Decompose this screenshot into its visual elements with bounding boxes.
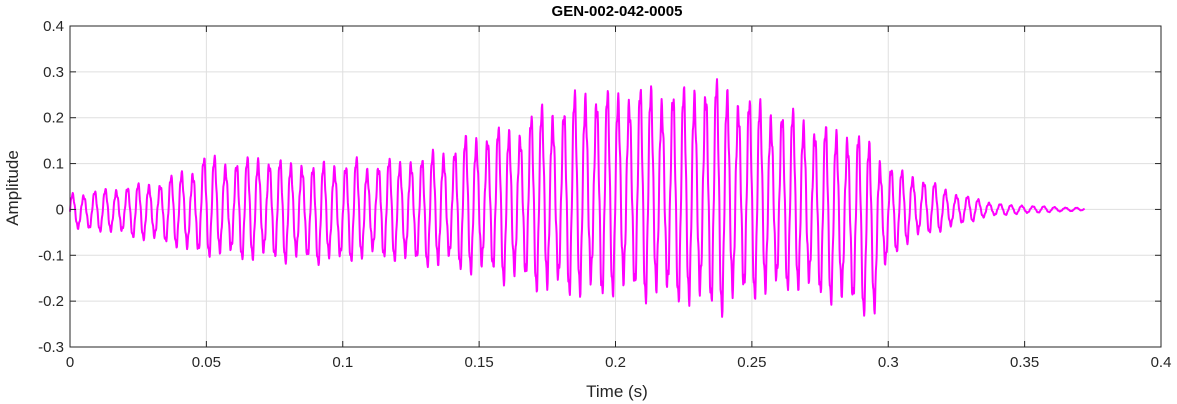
series-line (69, 78, 1086, 318)
y-tick-label: 0.4 (43, 18, 64, 35)
plot-area (69, 78, 1086, 318)
y-tick-label: 0.1 (43, 156, 64, 173)
axes (69, 25, 1162, 348)
y-tick-label: -0.3 (38, 339, 64, 356)
x-axis-label: Time (s) (586, 382, 648, 401)
x-tick-label: 0.1 (332, 354, 353, 371)
y-tick-label: 0.3 (43, 64, 64, 81)
chart-title: GEN-002-042-0005 (552, 3, 683, 20)
x-tick-label: 0.4 (1151, 354, 1172, 371)
y-tick-label: -0.2 (38, 293, 64, 310)
x-tick-label: 0.15 (465, 354, 494, 371)
y-tick-label: 0.2 (43, 110, 64, 127)
x-tick-label: 0.35 (1010, 354, 1039, 371)
x-tick-label: 0.2 (605, 354, 626, 371)
x-tick-label: 0.3 (878, 354, 899, 371)
y-tick-label: 0 (56, 201, 64, 218)
x-tick-label: 0.25 (737, 354, 766, 371)
x-tick-label: 0 (66, 354, 74, 371)
grid (70, 26, 1161, 347)
x-tick-label: 0.05 (192, 354, 221, 371)
tick-labels: 0 0.05 0.1 0.15 0.2 0.25 0.3 0.35 0.4 -0.3 -0.2 -0.… (38, 18, 1171, 371)
y-tick-label: -0.1 (38, 247, 64, 264)
y-axis-label: Amplitude (3, 150, 22, 226)
